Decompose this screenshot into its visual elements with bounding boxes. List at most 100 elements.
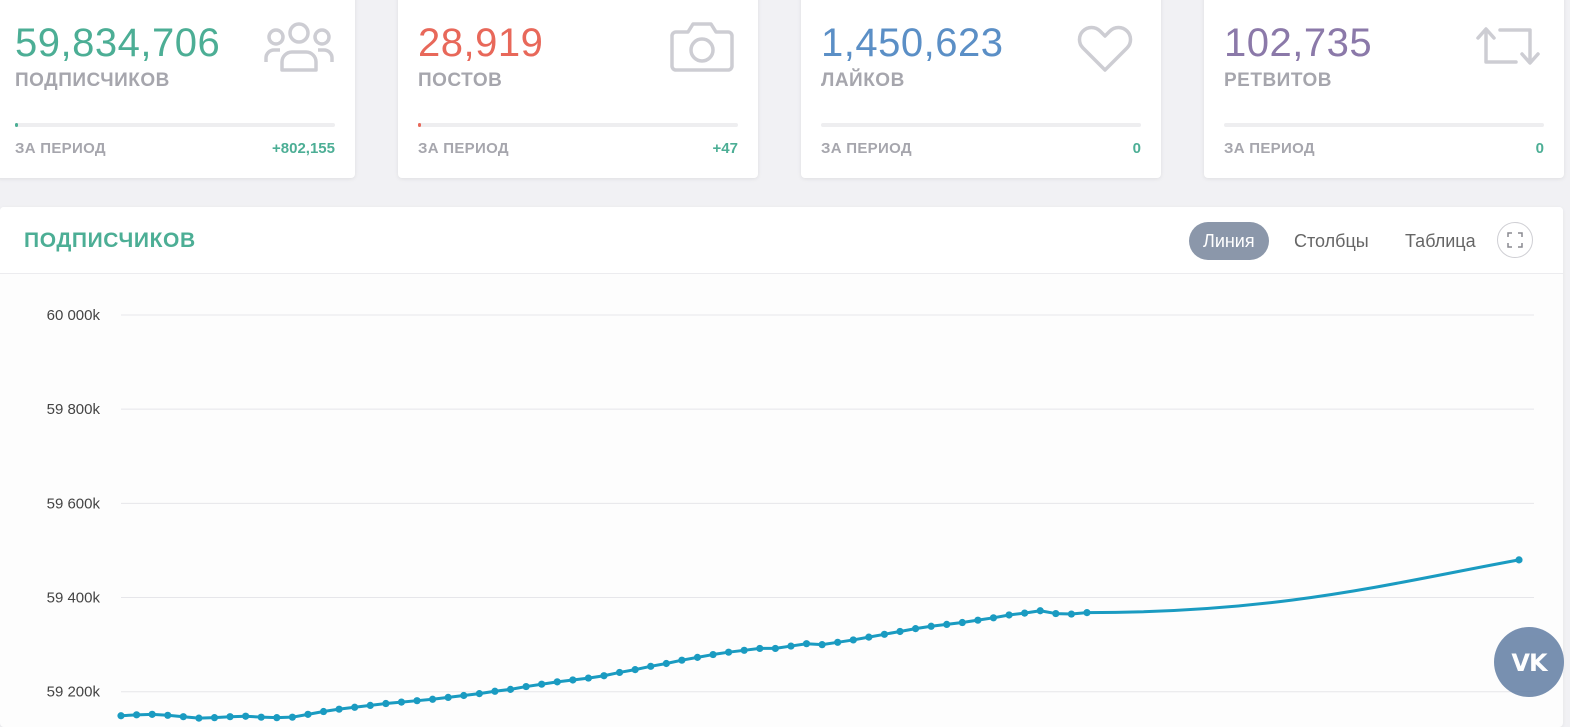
users-icon bbox=[263, 18, 335, 74]
data-point[interactable] bbox=[366, 701, 374, 710]
data-point[interactable] bbox=[413, 697, 421, 705]
data-point[interactable] bbox=[647, 662, 655, 670]
subscribers-count: 59,834,706 bbox=[15, 21, 221, 65]
data-point[interactable] bbox=[164, 711, 172, 719]
data-point[interactable] bbox=[880, 630, 889, 638]
data-point[interactable] bbox=[740, 646, 748, 654]
data-point[interactable] bbox=[195, 714, 203, 722]
view-bars-button[interactable]: Столбцы bbox=[1294, 231, 1369, 251]
period-label: ЗА ПЕРИОД bbox=[418, 140, 509, 157]
data-point[interactable] bbox=[1021, 609, 1029, 617]
data-point[interactable] bbox=[693, 653, 702, 661]
stat-card-retweets: 102,735 РЕТВИТОВ ЗА ПЕРИОД 0 bbox=[1204, 0, 1564, 178]
data-point[interactable] bbox=[538, 680, 546, 688]
data-point[interactable] bbox=[1052, 609, 1060, 618]
data-point[interactable] bbox=[802, 640, 811, 648]
retweets-delta: 0 bbox=[1535, 140, 1544, 157]
data-point[interactable] bbox=[506, 685, 515, 693]
data-point[interactable] bbox=[132, 711, 141, 719]
likes-count: 1,450,623 bbox=[821, 21, 1004, 65]
data-point[interactable] bbox=[756, 644, 764, 653]
chart-panel: 60 000k 59 800k 59 600k 59 400k 59 200k ПОДП… bbox=[0, 207, 1563, 727]
data-point[interactable] bbox=[475, 690, 483, 698]
data-point[interactable] bbox=[1005, 611, 1013, 619]
data-point[interactable] bbox=[257, 713, 265, 721]
period-label: ЗА ПЕРИОД bbox=[821, 140, 912, 157]
expand-icon bbox=[1507, 232, 1523, 248]
likes-delta: 0 bbox=[1132, 140, 1141, 157]
data-point[interactable] bbox=[943, 620, 951, 629]
view-line-button[interactable]: Линия bbox=[1189, 222, 1269, 260]
data-point[interactable] bbox=[397, 698, 406, 706]
data-point[interactable] bbox=[974, 616, 982, 624]
data-point[interactable] bbox=[1515, 556, 1523, 564]
retweets-count: 102,735 bbox=[1224, 21, 1373, 65]
y-tick-label: 59 200k bbox=[47, 684, 101, 701]
data-point[interactable] bbox=[429, 695, 437, 703]
data-point[interactable] bbox=[444, 693, 452, 701]
subscribers-label: ПОДПИСЧИКОВ bbox=[15, 70, 170, 91]
heart-icon bbox=[1069, 18, 1141, 74]
data-point[interactable] bbox=[911, 625, 920, 633]
posts-delta: +47 bbox=[712, 140, 738, 157]
subscribers-progress-bar bbox=[15, 123, 335, 127]
vk-share-button[interactable]: VK bbox=[1494, 627, 1564, 697]
data-point[interactable] bbox=[117, 712, 125, 720]
retweets-progress-bar bbox=[1224, 123, 1544, 127]
data-point[interactable] bbox=[787, 642, 795, 650]
posts-progress-bar bbox=[418, 123, 738, 127]
data-point[interactable] bbox=[662, 659, 670, 668]
data-point[interactable] bbox=[584, 674, 593, 682]
stat-card-posts: 28,919 ПОСТОВ ЗА ПЕРИОД +47 bbox=[398, 0, 758, 178]
subscribers-line-chart: 60 000k 59 800k 59 600k 59 400k 59 200k bbox=[47, 307, 1534, 722]
data-point[interactable] bbox=[242, 712, 250, 720]
data-point[interactable] bbox=[210, 714, 219, 722]
data-point[interactable] bbox=[226, 713, 234, 721]
data-point[interactable] bbox=[709, 650, 717, 659]
data-point[interactable] bbox=[382, 699, 390, 708]
retweets-label: РЕТВИТОВ bbox=[1224, 70, 1332, 91]
data-point[interactable] bbox=[865, 633, 873, 641]
chart-title: ПОДПИСЧИКОВ bbox=[24, 229, 196, 252]
data-point[interactable] bbox=[460, 691, 468, 700]
data-point[interactable] bbox=[304, 710, 312, 718]
view-table-button[interactable]: Таблица bbox=[1405, 231, 1476, 251]
subscribers-delta: +802,155 bbox=[272, 140, 335, 157]
data-point[interactable] bbox=[615, 668, 624, 677]
data-point[interactable] bbox=[179, 713, 187, 721]
period-label: ЗА ПЕРИОД bbox=[1224, 140, 1315, 157]
vk-logo-icon: VK bbox=[1511, 649, 1547, 677]
data-point[interactable] bbox=[148, 710, 156, 718]
data-point[interactable] bbox=[896, 627, 904, 636]
data-point[interactable] bbox=[351, 703, 359, 711]
data-point[interactable] bbox=[818, 641, 826, 649]
data-point[interactable] bbox=[273, 714, 281, 722]
data-point[interactable] bbox=[1083, 609, 1091, 617]
period-label: ЗА ПЕРИОД bbox=[15, 140, 106, 157]
data-point[interactable] bbox=[553, 678, 561, 686]
data-point[interactable] bbox=[1067, 610, 1075, 618]
stat-card-subscribers: 59,834,706 ПОДПИСЧИКОВ ЗА ПЕРИОД +802,15… bbox=[0, 0, 355, 178]
data-point[interactable] bbox=[319, 707, 328, 716]
data-point[interactable] bbox=[522, 682, 530, 691]
likes-label: ЛАЙКОВ bbox=[821, 70, 905, 91]
data-point[interactable] bbox=[600, 672, 608, 680]
data-point[interactable] bbox=[631, 666, 639, 674]
retweet-icon bbox=[1472, 18, 1544, 74]
data-point[interactable] bbox=[849, 636, 857, 644]
data-point[interactable] bbox=[958, 618, 966, 627]
data-point[interactable] bbox=[1036, 607, 1044, 615]
data-point[interactable] bbox=[288, 713, 296, 721]
data-point[interactable] bbox=[335, 705, 343, 713]
data-point[interactable] bbox=[678, 656, 686, 664]
fullscreen-button[interactable] bbox=[1497, 222, 1533, 258]
data-point[interactable] bbox=[725, 648, 733, 656]
likes-progress-bar bbox=[821, 123, 1141, 127]
data-point[interactable] bbox=[989, 614, 998, 622]
data-point[interactable] bbox=[927, 622, 935, 630]
data-point[interactable] bbox=[491, 687, 499, 695]
y-tick-label: 59 600k bbox=[47, 495, 101, 512]
data-point[interactable] bbox=[771, 644, 779, 653]
data-point[interactable] bbox=[569, 676, 577, 684]
data-point[interactable] bbox=[834, 638, 842, 646]
